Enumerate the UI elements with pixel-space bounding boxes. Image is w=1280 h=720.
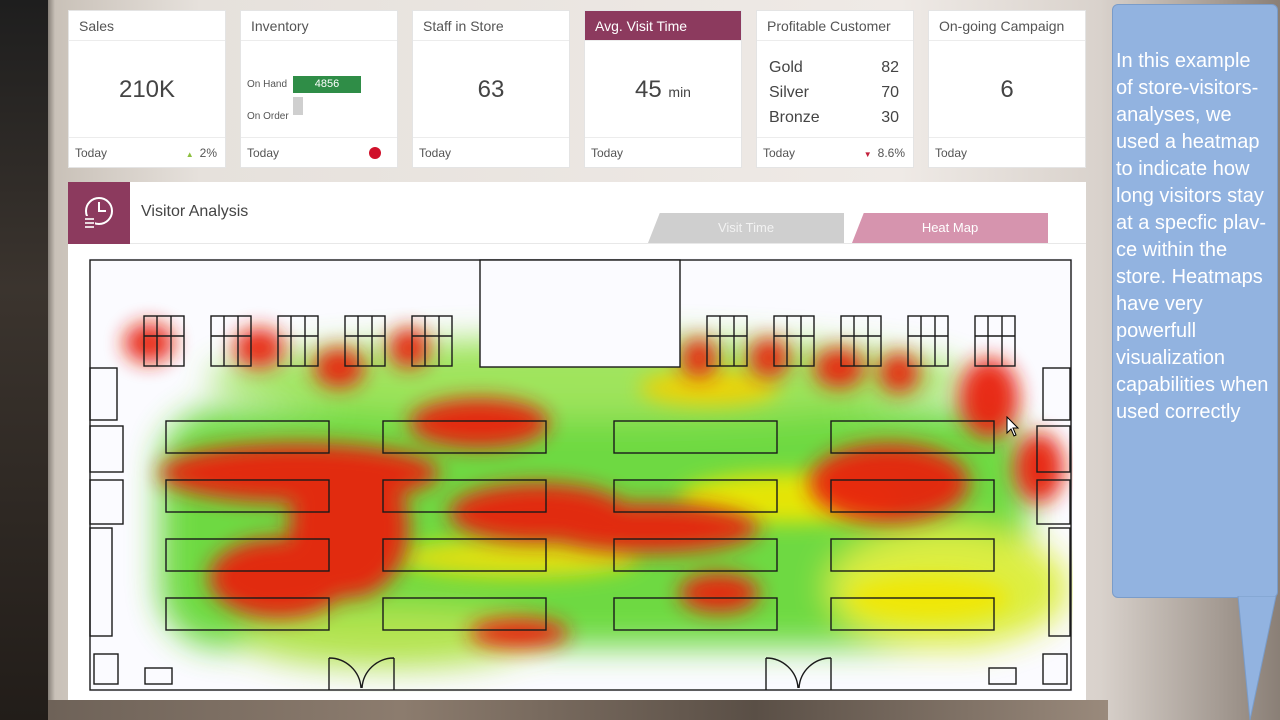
- kpi-period: Today: [247, 146, 280, 160]
- customer-row-silver: Silver 70: [769, 84, 899, 101]
- kpi-period: Today: [763, 146, 796, 160]
- panel-title: Visitor Analysis: [141, 203, 249, 220]
- kpi-title: Staff in Store: [413, 11, 569, 41]
- kpi-title: Avg. Visit Time: [585, 11, 741, 41]
- on-order-bar: [293, 97, 303, 115]
- kpi-trend: 2%: [199, 146, 217, 160]
- clock-list-icon: [68, 182, 130, 244]
- kpi-trend: 8.6%: [877, 146, 905, 160]
- heat-layer-high: [124, 323, 1064, 648]
- on-hand-bar: 4856: [293, 76, 361, 93]
- kpi-card-sales[interactable]: Sales 210K Today ▲ 2%: [68, 10, 226, 168]
- kpi-title: Profitable Customer: [757, 11, 913, 41]
- kpi-period: Today: [935, 146, 968, 160]
- store-heatmap[interactable]: [89, 258, 1073, 692]
- kpi-value: 6: [1000, 76, 1014, 103]
- kpi-title: On-going Campaign: [929, 11, 1085, 41]
- customer-row-bronze: Bronze 30: [769, 109, 899, 126]
- kpi-period: Today: [419, 146, 452, 160]
- on-hand-label: On Hand: [247, 79, 288, 90]
- tab-visit-time[interactable]: Visit Time: [648, 213, 844, 243]
- kpi-period: Today: [591, 146, 624, 160]
- floor-plan: [89, 259, 1072, 691]
- kpi-card-avg-visit-time[interactable]: Avg. Visit Time 45 min Today: [584, 10, 742, 168]
- background-left: [0, 0, 48, 720]
- callout-text: In this example of store-visitors-analys…: [1116, 50, 1269, 423]
- kpi-title: Sales: [69, 11, 225, 41]
- tab-heat-map[interactable]: Heat Map: [852, 213, 1048, 243]
- kpi-value: 45: [635, 76, 662, 103]
- trend-down-icon: ▼: [863, 150, 872, 159]
- status-dot-icon: [369, 147, 381, 159]
- kpi-card-profitable-customer[interactable]: Profitable Customer Gold 82 Silver 70 Bron…: [756, 10, 914, 168]
- background-bottom: [48, 700, 1108, 720]
- kpi-value: 63: [477, 76, 505, 103]
- kpi-title: Inventory: [241, 11, 397, 41]
- divider: [130, 243, 1086, 244]
- mouse-cursor-icon: [1006, 416, 1020, 437]
- callout-bubble: [1112, 4, 1278, 598]
- kpi-period: Today: [75, 146, 108, 160]
- callout-tail: [1237, 596, 1277, 720]
- kpi-unit: min: [668, 84, 691, 100]
- trend-up-icon: ▲: [185, 150, 194, 159]
- kpi-card-inventory[interactable]: Inventory On Hand 4856 On Order Today: [240, 10, 398, 168]
- customer-row-gold: Gold 82: [769, 59, 899, 76]
- kpi-card-campaign[interactable]: On-going Campaign 6 Today: [928, 10, 1086, 168]
- kpi-card-staff[interactable]: Staff in Store 63 Today: [412, 10, 570, 168]
- on-order-label: On Order: [247, 111, 289, 122]
- kpi-value: 210K: [118, 76, 176, 103]
